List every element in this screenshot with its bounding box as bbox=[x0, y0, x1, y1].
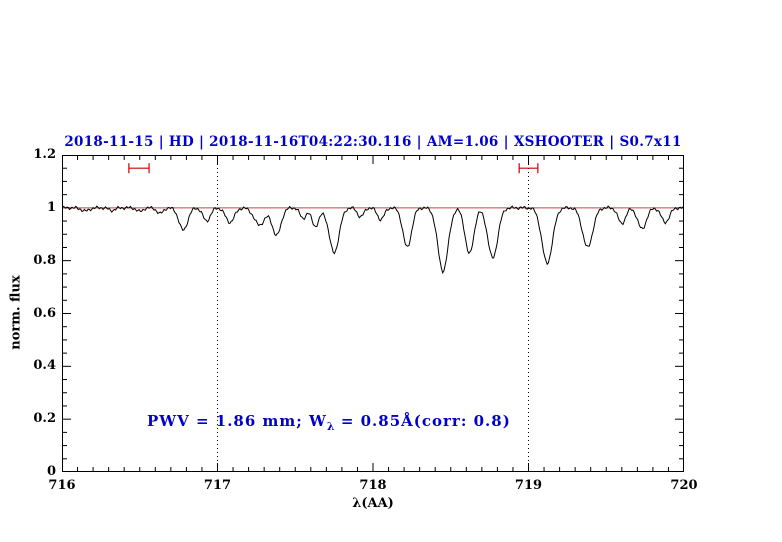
x-tick-label: 716 bbox=[48, 478, 76, 493]
spectrum-line bbox=[62, 205, 684, 275]
x-tick-label: 720 bbox=[670, 478, 698, 493]
spectrum-plot-svg bbox=[62, 155, 684, 472]
y-tick-label: 0.6 bbox=[33, 305, 56, 321]
y-tick-label: 0.4 bbox=[33, 358, 56, 374]
plot-frame bbox=[62, 155, 684, 472]
y-tick-label: 0.8 bbox=[33, 252, 56, 268]
y-tick-label: 0.2 bbox=[33, 411, 56, 427]
y-tick-label: 1.2 bbox=[33, 147, 56, 162]
x-tick-label: 717 bbox=[203, 478, 232, 493]
wavelength-subscript: λ bbox=[326, 420, 335, 433]
y-tick-label: 1 bbox=[46, 199, 56, 215]
pwv-annotation-suffix: = 0.85Å(corr: 0.8) bbox=[334, 412, 511, 430]
x-tick-label: 719 bbox=[514, 478, 543, 493]
pwv-annotation-prefix: PWV = 1.86 mm; W bbox=[147, 412, 327, 430]
y-tick-label: 0 bbox=[46, 464, 56, 479]
x-tick-label: 718 bbox=[359, 478, 387, 493]
x-axis-label: λ(AA) bbox=[352, 496, 394, 511]
pwv-annotation: PWV = 1.86 mm; Wλ = 0.85Å(corr: 0.8) bbox=[147, 412, 511, 433]
plot-title: 2018-11-15 | HD | 2018-11-16T04:22:30.11… bbox=[64, 134, 682, 150]
